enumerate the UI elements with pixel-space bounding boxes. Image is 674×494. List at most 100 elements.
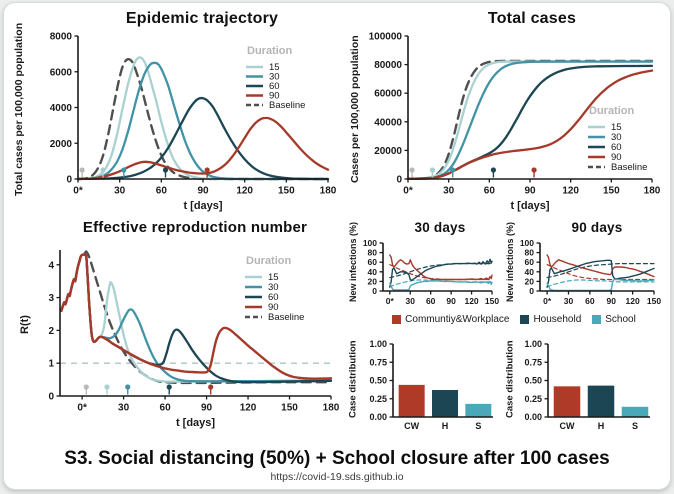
- intervention-end-marker: [204, 167, 210, 173]
- series-60: [76, 96, 330, 181]
- y-tick-label: 0: [396, 175, 402, 186]
- x-tick-label: 90: [201, 403, 213, 414]
- x-axis-label: t [days]: [176, 417, 215, 429]
- y-tick-label: 3: [48, 293, 54, 304]
- legend-item: Communtiy&Workplace: [392, 314, 509, 325]
- y-tick-label: 0: [372, 286, 377, 296]
- x-tick-label: 150: [281, 403, 298, 414]
- y-tick-label: 40: [525, 267, 535, 277]
- intervention-end-marker: [208, 384, 214, 390]
- y-tick-label: 2000: [50, 139, 73, 150]
- chart-title-effective-reproduction-number: Effective reproduction number: [82, 219, 308, 236]
- series-30: [406, 60, 654, 181]
- legend-item: Household: [520, 314, 581, 325]
- x-tick-label: 0*: [403, 186, 413, 197]
- intervention-end-marker: [83, 384, 89, 390]
- legend-label-15: 15: [611, 122, 622, 133]
- x-tick-label: 30: [406, 296, 416, 306]
- series-Communtiy&Workplace-baseline: [389, 264, 493, 281]
- series-90: [60, 253, 333, 380]
- intervention-end-marker: [531, 167, 537, 173]
- y-tick-label: 1.00: [369, 339, 387, 349]
- legend-label: Communtiy&Workplace: [405, 314, 510, 325]
- y-tick-label: 6000: [50, 67, 73, 78]
- x-tick-label: 180: [644, 186, 661, 197]
- y-tick-label: 80: [368, 248, 378, 258]
- y-tick-label: 80: [525, 248, 535, 258]
- series-School: [546, 278, 655, 292]
- x-tick-label: 120: [562, 186, 579, 197]
- series-15: [76, 56, 330, 181]
- legend-item: School: [592, 314, 636, 325]
- x-tick-label: 0*: [543, 296, 552, 306]
- x-tick-label: CW: [404, 421, 419, 431]
- chart-title-epidemic-trajectory: Epidemic trajectory: [125, 10, 279, 27]
- legend-label: Household: [533, 314, 582, 325]
- x-axis-label: t [days]: [510, 200, 549, 212]
- intervention-end-marker: [429, 167, 435, 173]
- intervention-end-marker: [450, 167, 456, 173]
- y-tick-label: 4000: [50, 103, 73, 114]
- legend-label-90: 90: [269, 91, 280, 102]
- chart-total-cases: 0* 30 60 90 120 150 18002000040000600008000010…: [369, 32, 661, 213]
- chart-title-total-cases: Total cases: [487, 10, 577, 27]
- x-tick-label: S: [632, 421, 638, 431]
- legend-label-15: 15: [269, 62, 280, 73]
- series-90: [76, 116, 330, 181]
- chart-case-distribution-30-days: CW H S 0.00 0.25 0.50 0.75 1.00: [369, 339, 493, 431]
- y-tick-label: 0.25: [369, 394, 387, 404]
- legend-label-Baseline: Baseline: [268, 312, 304, 323]
- legend-label-30: 30: [611, 132, 622, 143]
- x-tick-label: 90: [197, 186, 209, 197]
- intervention-end-marker: [409, 167, 415, 173]
- legend-label-15: 15: [268, 272, 279, 283]
- series-Communtiy&Workplace-baseline: [546, 264, 655, 281]
- series-Household: [389, 258, 493, 288]
- x-tick-label: 150: [278, 186, 295, 197]
- y-tick-label: 80000: [374, 60, 402, 71]
- x-axis-label: t [days]: [183, 200, 222, 212]
- series-Household: [546, 259, 655, 288]
- x-tick-label: 60: [484, 186, 496, 197]
- y-tick-label: 8000: [50, 32, 73, 43]
- x-tick-label: CW: [560, 421, 575, 431]
- legend-title: Duration: [247, 45, 293, 57]
- x-tick-label: 120: [240, 403, 257, 414]
- y-tick-label: 0.75: [524, 357, 542, 367]
- legend-title: Duration: [246, 255, 292, 267]
- series-Household-baseline: [389, 263, 493, 279]
- legend-color-swatch: [592, 315, 602, 324]
- y-tick-label: 100000: [369, 32, 403, 43]
- x-tick-label: 0*: [77, 403, 87, 414]
- figure-url: https://covid-19.sds.github.io: [270, 471, 404, 483]
- legend-label-Baseline: Baseline: [611, 162, 647, 173]
- intervention-end-marker: [79, 167, 85, 173]
- bar-CW: [398, 384, 425, 417]
- y-tick-label: 1.00: [524, 339, 542, 349]
- y-tick-label: 100: [520, 238, 534, 248]
- legend-color-swatch: [392, 315, 402, 324]
- x-tick-label: 0*: [386, 296, 395, 306]
- legend-label-90: 90: [268, 302, 279, 313]
- intervention-end-marker: [104, 384, 110, 390]
- legend-label-60: 60: [611, 142, 622, 153]
- x-tick-label: 90: [607, 296, 617, 306]
- legend-label-90: 90: [611, 152, 622, 163]
- x-tick-label: 120: [236, 186, 253, 197]
- y-tick-label: 0: [48, 392, 54, 403]
- x-tick-label: H: [598, 421, 605, 431]
- x-tick-label: 120: [464, 296, 478, 306]
- x-tick-label: 30: [564, 296, 574, 306]
- series-Communtiy&Workplace: [389, 254, 493, 281]
- x-tick-label: S: [475, 421, 481, 431]
- legend-contact-settings: Communtiy&Workplace Household School: [358, 314, 670, 325]
- y-tick-label: 0.00: [369, 412, 387, 422]
- bar-H: [432, 389, 458, 417]
- legend-label-Baseline: Baseline: [269, 100, 305, 111]
- legend-color-swatch: [520, 315, 530, 324]
